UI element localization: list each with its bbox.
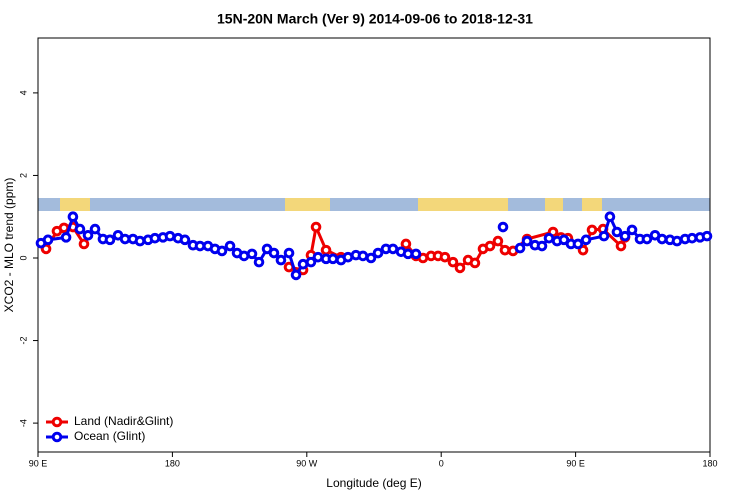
point (253, 256, 265, 268)
chart-title: 15N-20N March (Ver 9) 2014-09-06 to 2018… (217, 11, 533, 27)
point (686, 232, 698, 244)
point (641, 233, 653, 245)
x-tick-label: 90 E (566, 458, 585, 468)
point (149, 232, 161, 244)
point (164, 230, 176, 242)
point (656, 233, 668, 245)
point (701, 230, 713, 242)
point (410, 248, 422, 260)
point (586, 224, 598, 236)
point (387, 243, 399, 255)
point (514, 242, 526, 254)
point (275, 254, 287, 266)
point (536, 240, 548, 252)
point (305, 256, 317, 268)
point (179, 234, 191, 246)
point (268, 247, 280, 259)
point (357, 250, 369, 262)
x-tick-label: 180 (165, 458, 180, 468)
point (671, 235, 683, 247)
point (365, 252, 377, 264)
point (611, 226, 623, 238)
point (372, 247, 384, 259)
x-tick-label: 0 (439, 458, 444, 468)
y-axis-label: XCO2 - MLO trend (ppm) (2, 178, 16, 313)
point (454, 262, 466, 274)
legend-label: Ocean (Glint) (74, 429, 145, 443)
legend-marker (51, 416, 63, 428)
point (543, 232, 555, 244)
point (78, 238, 90, 250)
x-tick-label: 90 E (29, 458, 48, 468)
point (580, 234, 592, 246)
point (598, 230, 610, 242)
point (58, 222, 70, 234)
point (521, 235, 533, 247)
point (320, 244, 332, 256)
point (310, 221, 322, 233)
point (484, 240, 496, 252)
point (400, 238, 412, 250)
point (497, 221, 509, 233)
x-tick-label: 90 W (296, 458, 318, 468)
point (312, 251, 324, 263)
point (74, 223, 86, 235)
point (60, 232, 72, 243)
x-tick-label: 180 (702, 458, 717, 468)
legend-label: Land (Nadir&Glint) (74, 414, 173, 428)
point (216, 245, 228, 257)
point (82, 230, 94, 241)
point (447, 256, 459, 268)
point (439, 251, 451, 263)
point (604, 211, 616, 223)
point (577, 244, 589, 256)
legend-marker (51, 431, 63, 443)
point (572, 238, 584, 250)
map-strip (38, 198, 710, 211)
point (619, 230, 631, 242)
point (469, 257, 481, 269)
point (89, 223, 101, 235)
point (42, 234, 54, 246)
point (290, 269, 302, 281)
point (246, 248, 258, 260)
y-tick-label: -2 (18, 337, 28, 345)
y-tick-label: 2 (18, 173, 28, 178)
y-tick-label: -4 (18, 419, 28, 427)
y-tick-label: 0 (18, 255, 28, 260)
x-axis-label: Longitude (deg E) (326, 476, 421, 490)
point (134, 235, 146, 247)
y-tick-label: 4 (18, 90, 28, 95)
point (327, 253, 339, 265)
point (224, 240, 236, 252)
point (615, 240, 627, 252)
point (67, 211, 79, 223)
point (492, 235, 504, 247)
point (104, 234, 116, 246)
point (499, 244, 511, 256)
point (626, 224, 638, 236)
point (283, 247, 295, 259)
